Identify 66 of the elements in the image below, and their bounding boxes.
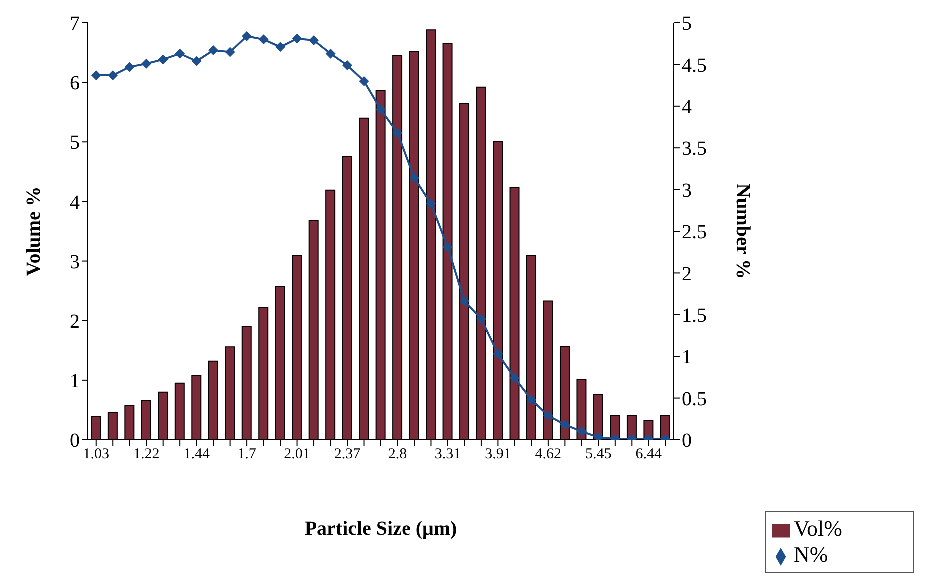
y2-tick-label: 3.5 <box>682 138 707 160</box>
point <box>359 76 370 86</box>
legend-label: Vol% <box>794 516 842 541</box>
point <box>392 128 403 138</box>
x-tick-label: 3.91 <box>485 446 512 463</box>
point <box>326 48 336 59</box>
point <box>309 36 320 46</box>
x-tick-label: 2.8 <box>388 446 408 463</box>
point <box>124 62 135 72</box>
point <box>426 198 436 209</box>
point <box>526 394 537 405</box>
point <box>510 373 520 384</box>
x-tick-label: 1.22 <box>133 446 160 463</box>
point <box>242 31 252 42</box>
x-tick-label: 2.01 <box>284 446 310 463</box>
y2-tick-label: 0 <box>682 430 692 452</box>
point <box>409 173 420 184</box>
y-axis-title: Volume % <box>23 186 46 276</box>
point <box>342 60 353 71</box>
point <box>108 70 118 81</box>
y-tick-label: 2 <box>70 310 80 333</box>
point <box>175 48 186 59</box>
y2-tick-label: 0.5 <box>682 388 707 410</box>
x-tick-label: 3.31 <box>434 446 462 463</box>
y-tick-label: 7 <box>70 13 80 36</box>
point <box>560 420 570 430</box>
point <box>225 47 236 58</box>
x-tick-label: 4.62 <box>535 446 562 463</box>
y-tick-label: 5 <box>70 132 80 154</box>
y2-axis-title: Number % <box>732 184 754 280</box>
point <box>460 296 470 307</box>
y-tick-label: 1 <box>70 370 80 393</box>
point <box>158 54 168 65</box>
x-axis-title: Particle Size (μm) <box>304 518 458 540</box>
point <box>192 56 202 66</box>
y-tick-label: 6 <box>70 72 80 95</box>
y2-tick-label: 3 <box>682 180 692 202</box>
y-tick-label: 0 <box>70 430 80 452</box>
x-tick-label: 1.44 <box>184 446 210 463</box>
point <box>442 242 453 252</box>
x-tick-label: 1.7 <box>238 446 257 463</box>
point <box>258 34 269 45</box>
point <box>142 58 152 69</box>
y-tick-label: 4 <box>70 192 80 214</box>
y2-tick-label: 5 <box>682 13 692 36</box>
x-tick-label: 1.03 <box>83 446 110 463</box>
legend-label: N% <box>794 542 828 567</box>
x-tick-label: 6.44 <box>636 446 663 463</box>
y-tick-label: 3 <box>70 251 80 274</box>
y2-tick-label: 2.5 <box>682 222 707 244</box>
point <box>376 104 386 115</box>
point <box>276 42 286 52</box>
point <box>476 314 486 324</box>
point <box>543 410 554 421</box>
x-tick-label: 5.45 <box>586 446 612 463</box>
y2-tick-label: 4.5 <box>682 54 707 77</box>
x-tick-label: 2.37 <box>334 446 362 463</box>
point <box>576 426 587 437</box>
y2-tick-label: 2 <box>682 263 692 286</box>
point <box>493 349 504 360</box>
point <box>208 46 219 56</box>
point <box>292 34 302 44</box>
y2-tick-label: 1.5 <box>682 305 707 327</box>
y2-tick-label: 1 <box>682 346 692 369</box>
y2-tick-label: 4 <box>682 96 692 118</box>
point <box>91 70 102 81</box>
